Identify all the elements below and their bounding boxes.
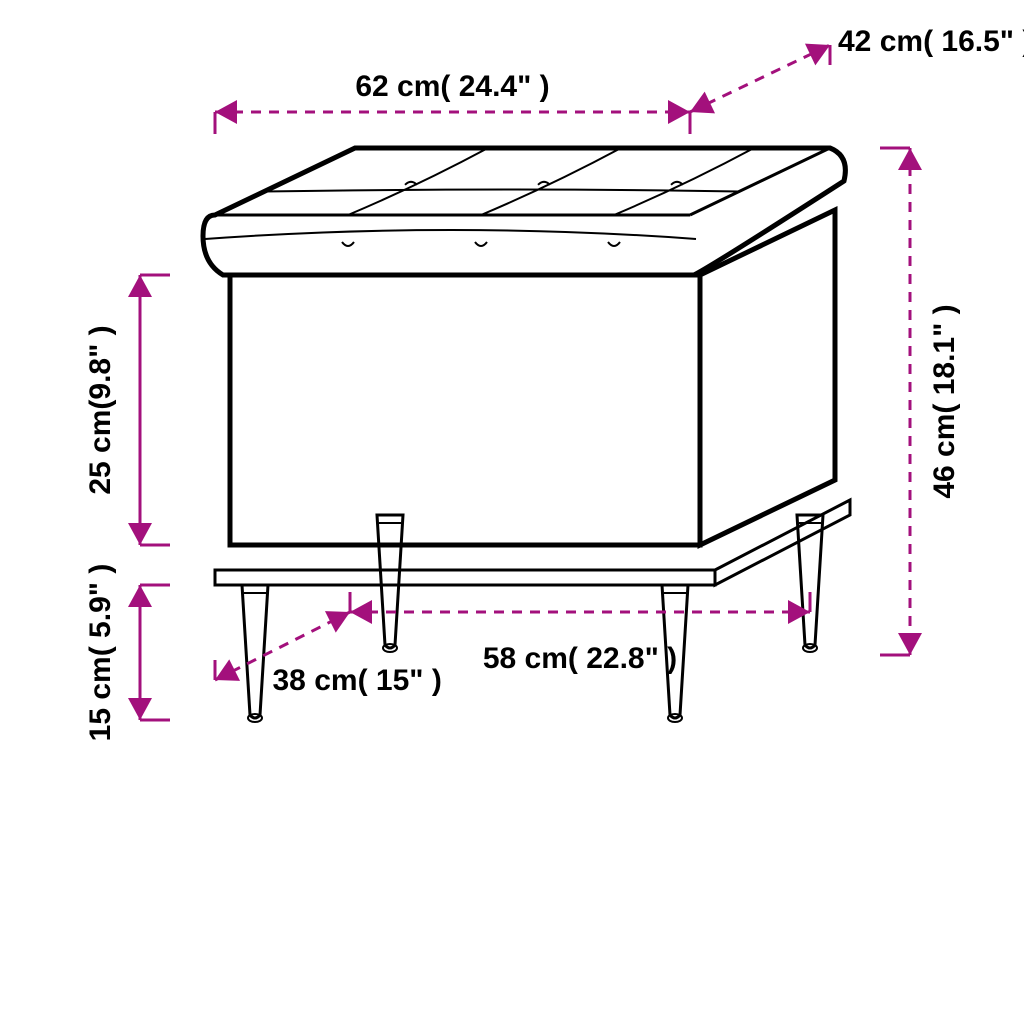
dim-depth-base: 38 cm( 15" ) [273, 664, 442, 697]
dimension-diagram: 62 cm( 24.4" ) 42 cm( 16.5" ) 46 cm( 18.1"… [0, 0, 1024, 1024]
dim-width-base: 58 cm( 22.8" ) [483, 642, 677, 675]
dim-width-top: 62 cm( 24.4" ) [355, 70, 549, 103]
dim-height-total: 46 cm( 18.1" ) [928, 304, 961, 498]
dim-height-legs: 15 cm( 5.9" ) [84, 564, 117, 742]
dim-depth-top: 42 cm( 16.5" ) [838, 25, 1024, 58]
dim-height-body: 25 cm(9.8" ) [84, 325, 117, 494]
